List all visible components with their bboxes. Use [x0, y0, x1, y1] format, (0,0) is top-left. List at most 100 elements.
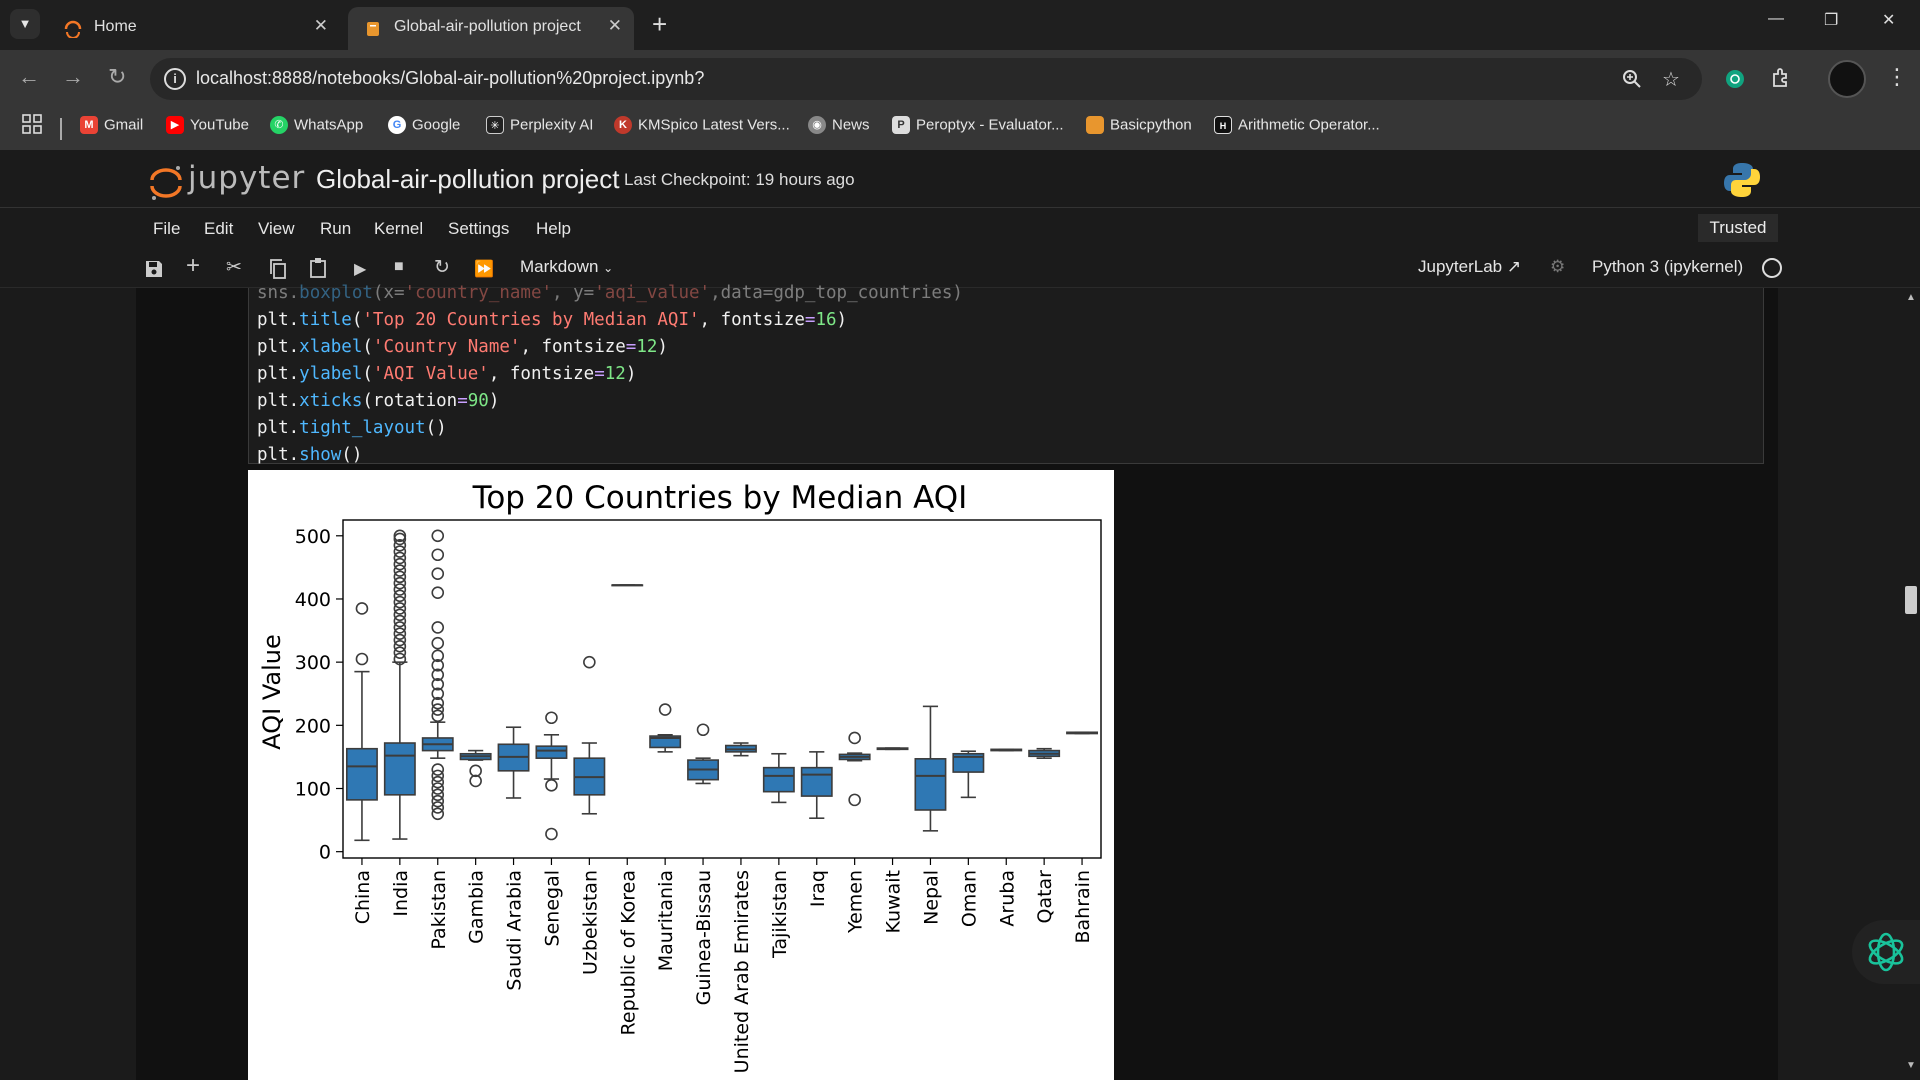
x-tick-label: Aruba	[996, 870, 1018, 927]
address-bar-row: ← → ↻ i localhost:8888/notebooks/Global-…	[0, 50, 1920, 108]
run-play-icon[interactable]: ▶	[354, 261, 367, 278]
vertical-scrollbar[interactable]: ▲ ▼	[1902, 288, 1920, 1080]
outlier-point	[393, 545, 407, 558]
outlier-point	[848, 731, 861, 745]
bookmark-google[interactable]: G Google	[388, 116, 460, 142]
notebook-icon	[1086, 116, 1104, 135]
cut-scissors-icon[interactable]: ✂	[226, 257, 242, 278]
zoom-icon[interactable]	[1622, 69, 1642, 89]
url-field[interactable]: i localhost:8888/notebooks/Global-air-po…	[150, 58, 1702, 100]
x-tick-label: Senegal	[541, 870, 563, 946]
bookmark-perplexity[interactable]: ✳ Perplexity AI	[486, 116, 593, 142]
menu-help[interactable]: Help	[536, 219, 571, 238]
paste-clipboard-icon[interactable]	[308, 257, 328, 279]
copy-icon[interactable]	[268, 258, 288, 280]
fast-forward-icon[interactable]: ⏩	[474, 261, 494, 278]
outlier-point	[848, 793, 861, 807]
outlier-point	[469, 764, 482, 778]
profile-avatar[interactable]	[1828, 60, 1866, 98]
menu-file[interactable]: File	[153, 219, 181, 238]
notebook-title[interactable]: Global-air-pollution project	[316, 164, 620, 194]
reload-icon[interactable]: ↻	[108, 64, 127, 89]
box-iqr	[952, 752, 985, 773]
window-close-icon[interactable]: ✕	[1882, 12, 1896, 29]
kernel-name[interactable]: Python 3 (ipykernel)	[1592, 257, 1744, 276]
menu-view[interactable]: View	[258, 219, 295, 238]
cell-type-select[interactable]: Markdown ⌄	[520, 257, 613, 277]
jupyter-favicon-icon	[64, 20, 82, 38]
cell-type-value: Markdown	[520, 257, 599, 276]
assistant-button[interactable]	[1852, 920, 1920, 984]
code-cell-editor[interactable]: sns.boxplot(x='country_name', y='aqi_val…	[248, 283, 1764, 465]
minimize-icon[interactable]: —	[1768, 10, 1784, 27]
star-bookmark-icon[interactable]: ☆	[1662, 69, 1680, 91]
notebook-area: sns.boxplot(x='country_name', y='aqi_val…	[0, 283, 1920, 1080]
apps-grid-icon[interactable]	[22, 114, 42, 140]
scroll-down-icon[interactable]: ▼	[1906, 1060, 1916, 1071]
debugger-bug-icon[interactable]: ⚙	[1550, 257, 1566, 276]
x-tick-label: Tajikistan	[769, 870, 791, 959]
trusted-badge[interactable]: Trusted	[1698, 214, 1778, 242]
outlier-point	[393, 595, 407, 609]
y-tick-label: 0	[319, 842, 331, 864]
jupyter-logo[interactable]: jupyter	[148, 158, 308, 202]
outlier-point	[431, 586, 445, 599]
scroll-up-icon[interactable]: ▲	[1906, 292, 1916, 303]
bookmark-arithmetic[interactable]: H Arithmetic Operator...	[1214, 116, 1380, 142]
menu-kernel[interactable]: Kernel	[374, 219, 424, 238]
new-tab-plus-icon[interactable]: +	[652, 9, 668, 39]
outlier-point	[393, 633, 407, 647]
add-cell-plus-icon[interactable]: +	[186, 252, 201, 279]
menu-settings[interactable]: Settings	[448, 219, 510, 238]
forward-arrow-icon[interactable]: →	[62, 64, 84, 89]
close-icon[interactable]: ✕	[313, 16, 328, 35]
chart-title: Top 20 Countries by Median AQI	[472, 480, 968, 516]
bookmark-news[interactable]: ◉ News	[808, 116, 870, 142]
tab-search-dropdown[interactable]: ▼	[10, 9, 40, 39]
stop-square-icon[interactable]: ■	[394, 258, 404, 275]
outlier-point	[393, 538, 407, 552]
outlier-point	[545, 779, 558, 792]
bookmark-peroptyx[interactable]: P Peroptyx - Evaluator...	[892, 116, 1064, 142]
bookmark-gmail[interactable]: M Gmail	[80, 116, 143, 142]
bookmark-whatsapp[interactable]: ✆ WhatsApp	[270, 116, 363, 142]
outlier-point	[355, 652, 369, 666]
outlier-point	[431, 788, 445, 802]
tab-notebook[interactable]: Global-air-pollution project ✕	[348, 7, 634, 50]
outlier-point	[393, 529, 407, 543]
back-arrow-icon[interactable]: ←	[18, 64, 40, 89]
close-icon[interactable]: ✕	[607, 16, 622, 35]
bookmark-youtube[interactable]: ▶ YouTube	[166, 116, 249, 142]
outlier-point	[393, 564, 407, 577]
outlier-point	[393, 532, 407, 546]
jupyterlab-label: JupyterLab	[1418, 257, 1503, 276]
restore-icon[interactable]: ❐	[1824, 12, 1839, 29]
chevron-down-icon: ▼	[18, 16, 32, 31]
outlier-point	[431, 548, 445, 562]
outlier-point	[393, 583, 407, 596]
outlier-point	[431, 782, 445, 795]
save-icon[interactable]	[144, 259, 164, 279]
plot-frame	[342, 519, 1102, 859]
tab-home[interactable]: Home ✕	[48, 7, 340, 50]
outlier-point	[431, 649, 445, 663]
y-tick-label: 200	[295, 715, 331, 737]
outlier-point	[393, 652, 407, 666]
whatsapp-icon: ✆	[270, 116, 288, 135]
x-tick-label: Nepal	[920, 870, 942, 925]
site-info-icon[interactable]: i	[164, 68, 186, 90]
x-tick-label: Uzbekistan	[579, 870, 601, 975]
scrollbar-thumb[interactable]	[1905, 586, 1917, 614]
menu-edit[interactable]: Edit	[204, 219, 234, 238]
more-menu-icon[interactable]: ⋮	[1886, 64, 1908, 89]
outlier-point	[431, 696, 445, 710]
chatgpt-extension-icon[interactable]	[1724, 68, 1746, 90]
y-tick-label: 500	[295, 526, 331, 548]
restart-icon[interactable]: ↻	[434, 257, 450, 278]
bookmark-basicpython[interactable]: Basicpython	[1086, 116, 1192, 142]
menu-run[interactable]: Run	[320, 219, 352, 238]
outlier-point	[431, 703, 445, 716]
extensions-puzzle-icon[interactable]	[1770, 66, 1794, 90]
jupyterlab-link[interactable]: JupyterLab ↗	[1418, 257, 1521, 277]
bookmark-kmspico[interactable]: K KMSpico Latest Vers...	[614, 116, 790, 142]
